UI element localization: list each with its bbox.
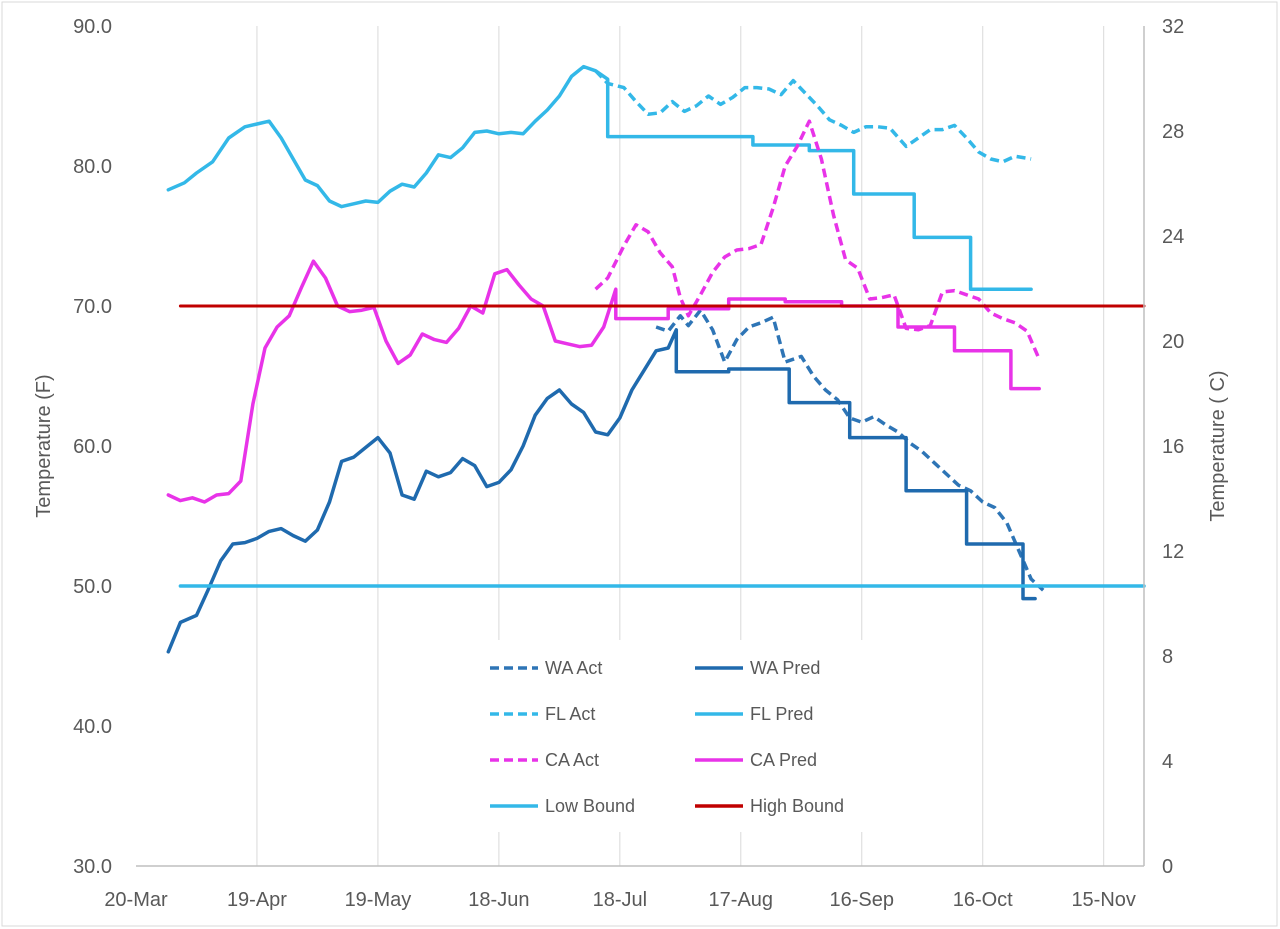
y2-tick-label-16: 16 [1162, 436, 1184, 458]
series-line-wa-pred [166, 328, 1037, 654]
y-tick-label-70-0: 70.0 [73, 296, 112, 318]
legend-label-ca-pred: CA Pred [750, 750, 817, 770]
y-axis-title: Temperature (F) [33, 374, 55, 517]
legend-label-fl-pred: FL Pred [750, 704, 813, 724]
y-tick-label-90-0: 90.0 [73, 16, 112, 38]
legend: WA Act WA Pred FL Act FL Pred CA Act CA Pred L… [472, 640, 880, 832]
legend-box [472, 640, 880, 832]
legend-label-high-bound: High Bound [750, 796, 844, 816]
series-line-wa-act [655, 308, 1045, 592]
y2-tick-label-28: 28 [1162, 121, 1184, 143]
x-tick-label-19-may: 19-May [345, 889, 412, 911]
x-tick-label-16-oct: 16-Oct [953, 889, 1013, 911]
x-tick-label-17-aug: 17-Aug [709, 889, 774, 911]
x-tick-label-20-mar: 20-Mar [104, 889, 168, 911]
y2-tick-label-24: 24 [1162, 226, 1184, 248]
y2-tick-label-20: 20 [1162, 331, 1184, 353]
legend-label-wa-pred: WA Pred [750, 658, 820, 678]
series-lines [166, 64, 1146, 654]
y-tick-label-30-0: 30.0 [73, 856, 112, 878]
y2-tick-label-8: 8 [1162, 646, 1173, 668]
y-tick-label-80-0: 80.0 [73, 156, 112, 178]
series-line-fl-pred [166, 64, 1033, 291]
series-line-ca-act [594, 119, 1041, 360]
series-line-ca-pred [166, 259, 1041, 504]
y2-tick-label-4: 4 [1162, 751, 1173, 773]
series-line-fl-act [594, 69, 1032, 164]
y-tick-label-40-0: 40.0 [73, 716, 112, 738]
y-tick-label-50-0: 50.0 [73, 576, 112, 598]
y2-tick-label-32: 32 [1162, 16, 1184, 38]
x-tick-label-19-apr: 19-Apr [227, 889, 287, 911]
legend-label-fl-act: FL Act [545, 704, 595, 724]
axes [136, 26, 1145, 867]
y2-axis-title: Temperature ( C) [1207, 370, 1229, 521]
legend-label-wa-act: WA Act [545, 658, 602, 678]
tick-labels: 20-Mar 19-Apr 19-May 18-Jun 18-Jul 17-Aug 16-S… [73, 16, 1184, 911]
y-tick-label-60-0: 60.0 [73, 436, 112, 458]
x-tick-label-15-nov: 15-Nov [1071, 889, 1135, 911]
x-tick-label-16-sep: 16-Sep [830, 889, 895, 911]
legend-label-low-bound: Low Bound [545, 796, 635, 816]
x-tick-label-18-jul: 18-Jul [593, 889, 647, 911]
y2-tick-label-12: 12 [1162, 541, 1184, 563]
y2-tick-label-0: 0 [1162, 856, 1173, 878]
x-tick-label-18-jun: 18-Jun [468, 889, 529, 911]
legend-label-ca-act: CA Act [545, 750, 599, 770]
